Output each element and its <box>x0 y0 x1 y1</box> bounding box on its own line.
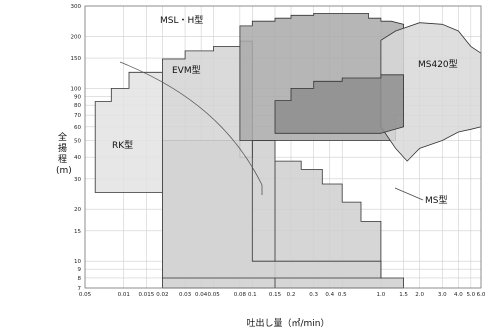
y-tick-label: 80 <box>74 103 81 109</box>
label-ms: MS型 <box>425 195 447 206</box>
x-tick-label: 2.0 <box>415 292 424 298</box>
y-tick-labels: 7 8 9 10 15 20 30 40 50 60 70 80 90 100 150 200 300 <box>71 4 82 292</box>
x-tick-label: 0.1 <box>248 292 257 298</box>
guide-arc <box>119 61 263 195</box>
x-tick-label: 0.04 <box>195 292 208 298</box>
y-tick-label: 9 <box>78 267 82 273</box>
y-tick-label: 300 <box>71 4 82 10</box>
x-tick-label: 1.5 <box>399 292 408 298</box>
x-tick-label: 0.02 <box>156 292 168 298</box>
x-tick-labels: 0.05 0.01 0.015 0.02 0.03 0.04 0.05 0.08 0.1 0.15… <box>79 292 486 298</box>
y-axis-title-3: 程 <box>58 154 67 165</box>
x-tick-label: 0.15 <box>269 292 282 298</box>
region-overlap-5 <box>274 74 405 134</box>
y-tick-label: 30 <box>74 177 81 183</box>
x-tick-label: 0.2 <box>287 292 296 298</box>
x-tick-label: 0.05 <box>79 292 92 298</box>
x-tick-label: 0.05 <box>207 292 220 298</box>
y-axis-title-4: (m) <box>56 166 72 176</box>
y-tick-label: 10 <box>74 259 81 265</box>
x-tick-label: 0.015 <box>138 292 154 298</box>
plot-frame <box>84 5 482 289</box>
y-tick-label: 60 <box>74 125 81 131</box>
x-tick-label: 4.0 <box>454 292 463 298</box>
label-evm: EVM型 <box>172 65 201 76</box>
label-ms420: MS420型 <box>418 59 458 70</box>
x-tick-label: 3.0 <box>438 292 447 298</box>
y-tick-label: 200 <box>71 34 82 40</box>
regions <box>94 12 482 289</box>
x-tick-label: 0.01 <box>118 292 130 298</box>
x-tick-label: 5.0 <box>466 292 475 298</box>
x-tick-label: 1.0 <box>377 292 386 298</box>
y-tick-label: 20 <box>74 207 81 213</box>
y-tick-label: 90 <box>74 94 81 100</box>
x-tick-label: 6.0 <box>477 292 486 298</box>
x-tick-label: 0.03 <box>179 292 192 298</box>
x-tick-label: 0.5 <box>338 292 347 298</box>
y-tick-label: 40 <box>74 155 81 161</box>
y-tick-label: 15 <box>74 229 81 235</box>
x-tick-label: 0.08 <box>234 292 247 298</box>
y-tick-label: 150 <box>71 56 82 62</box>
region-RK型-1 <box>94 71 163 193</box>
label-leader-ms <box>394 187 424 201</box>
region-MS420型-4 <box>380 22 482 162</box>
label-mslh: MSL・H型 <box>160 15 203 26</box>
label-rk: RK型 <box>112 140 133 151</box>
y-tick-label: 70 <box>74 113 81 119</box>
y-tick-label: 50 <box>74 138 81 144</box>
y-axis-title-2: 揚 <box>58 142 67 154</box>
x-tick-label: 0.4 <box>325 292 334 298</box>
x-tick-label: 0.3 <box>309 292 318 298</box>
y-axis-title-1: 全 <box>58 131 67 143</box>
y-tick-label: 7 <box>78 286 82 292</box>
y-tick-label: 100 <box>71 86 82 92</box>
y-tick-label: 8 <box>78 276 82 282</box>
x-axis-title: 吐出し量（㎥/min） <box>246 317 329 329</box>
